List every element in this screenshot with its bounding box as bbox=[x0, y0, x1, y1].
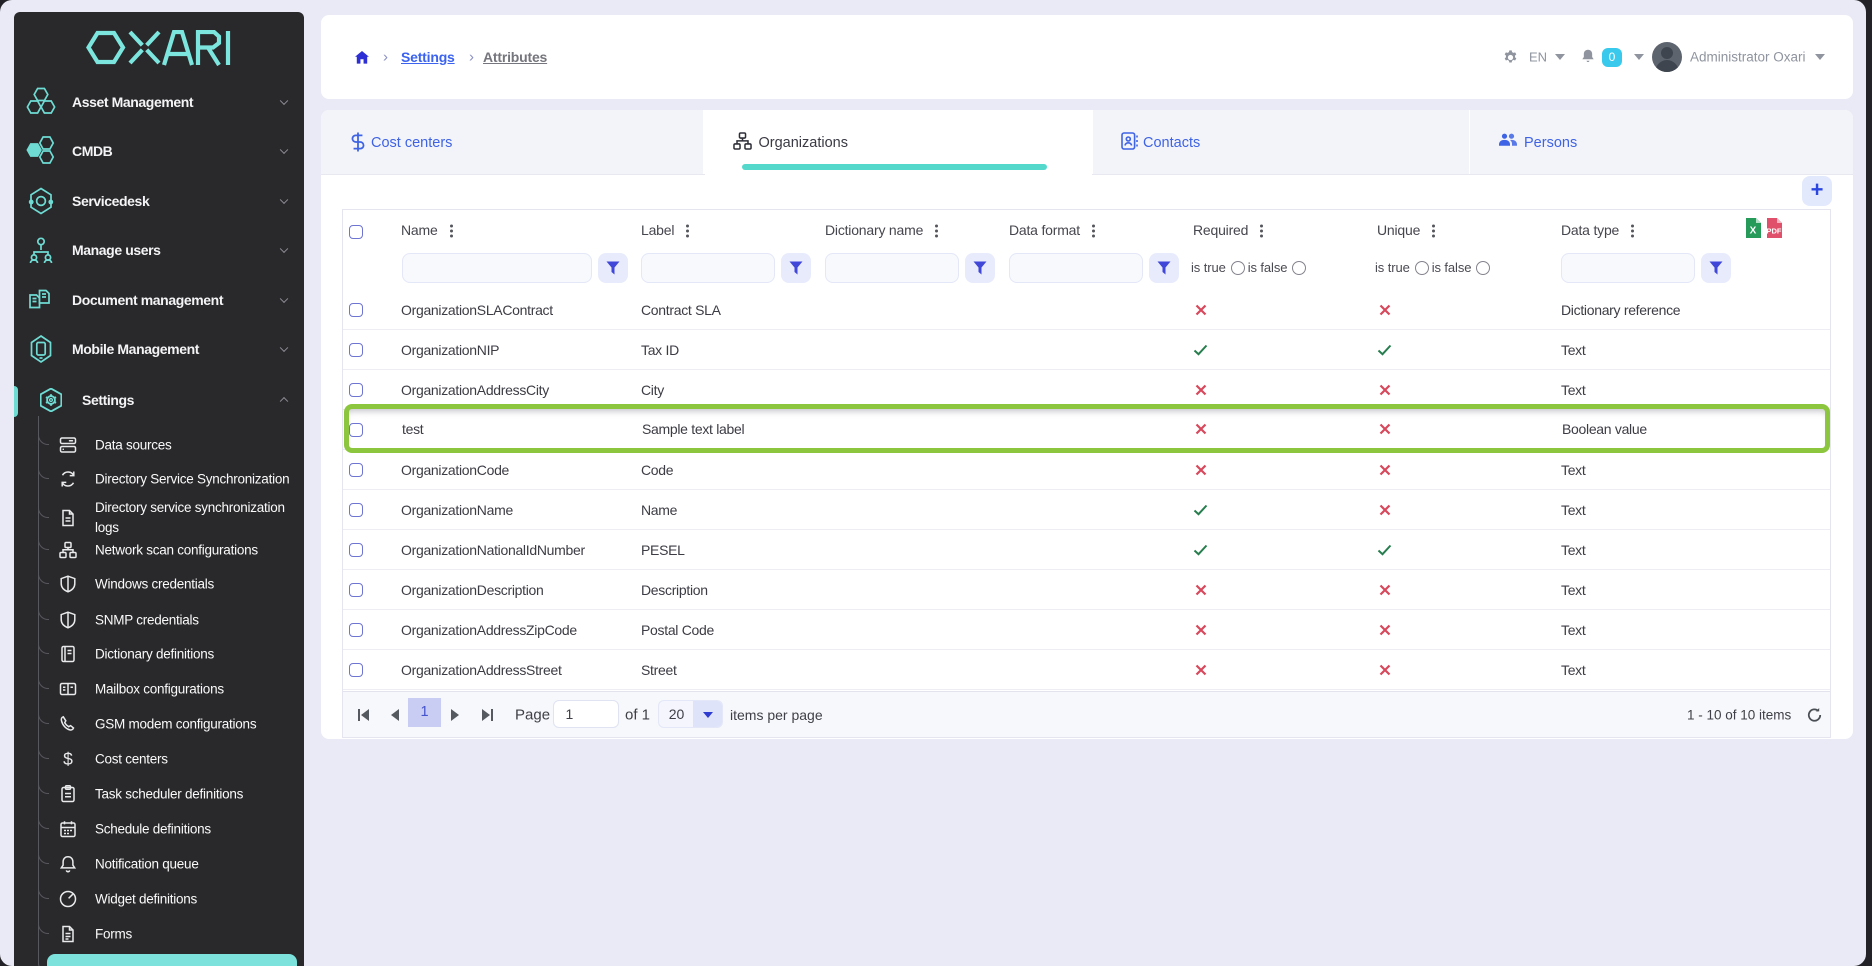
svg-text:PDF: PDF bbox=[1767, 227, 1782, 236]
svg-text:$: $ bbox=[63, 749, 73, 769]
svg-text:X: X bbox=[1750, 226, 1757, 237]
